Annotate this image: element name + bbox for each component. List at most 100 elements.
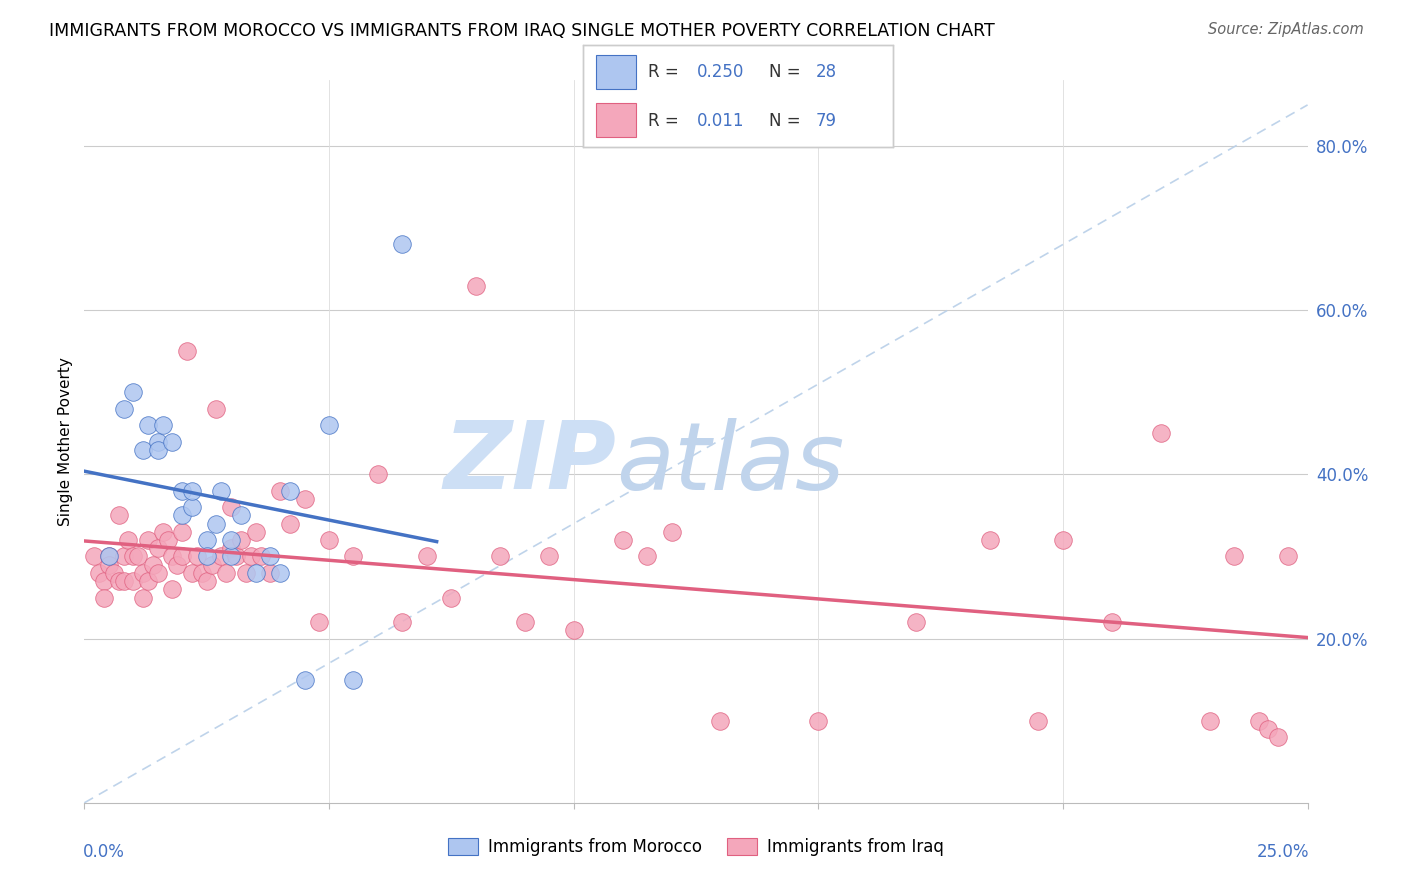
Point [391,615,413,630]
Point [1101,615,1123,630]
Point [132,591,155,605]
Point [122,574,145,588]
Point [136,533,159,547]
Point [172,483,194,498]
Point [191,566,214,580]
FancyBboxPatch shape [596,55,636,88]
Point [1150,426,1173,441]
Point [513,615,536,630]
Text: IMMIGRANTS FROM MOROCCO VS IMMIGRANTS FROM IRAQ SINGLE MOTHER POVERTY CORRELATIO: IMMIGRANTS FROM MOROCCO VS IMMIGRANTS FR… [49,22,995,40]
Point [391,237,413,252]
Point [219,500,242,515]
Point [172,508,194,523]
Text: 0.250: 0.250 [696,63,744,81]
Point [97,558,120,572]
Point [162,582,184,597]
Point [156,533,179,547]
Text: 0.011: 0.011 [696,112,744,129]
Point [97,549,120,564]
Text: R =: R = [648,63,685,81]
Point [146,566,169,580]
Point [152,418,174,433]
Point [464,278,486,293]
Point [136,574,159,588]
Point [219,549,242,564]
Point [112,401,135,416]
Point [489,549,512,564]
Point [1267,730,1289,744]
Point [807,714,830,728]
FancyBboxPatch shape [596,103,636,137]
Point [195,574,218,588]
Point [1247,714,1270,728]
Point [122,385,145,400]
Point [294,673,316,687]
Point [249,549,271,564]
Point [195,533,218,547]
Point [127,549,149,564]
Point [259,566,281,580]
Point [162,549,184,564]
Point [367,467,389,482]
Point [181,483,204,498]
Point [440,591,463,605]
Point [229,533,252,547]
Point [1277,549,1299,564]
Point [1028,714,1050,728]
Point [308,615,330,630]
Point [146,541,169,556]
Point [200,558,222,572]
Point [259,549,281,564]
Point [172,524,194,539]
Point [709,714,731,728]
Text: 28: 28 [815,63,837,81]
Point [562,624,585,638]
Text: N =: N = [769,112,806,129]
Point [245,524,267,539]
Point [107,574,129,588]
Point [235,566,257,580]
Point [1198,714,1220,728]
Point [186,549,208,564]
Point [294,491,316,506]
Point [122,549,145,564]
Point [146,434,169,449]
Point [1257,722,1279,736]
Point [245,566,267,580]
Point [209,549,232,564]
Point [146,442,169,457]
Y-axis label: Single Mother Poverty: Single Mother Poverty [58,357,73,526]
Point [219,533,242,547]
Point [636,549,658,564]
Point [905,615,928,630]
Point [176,344,198,359]
Text: 79: 79 [815,112,837,129]
Point [83,549,105,564]
Point [132,566,155,580]
Point [225,549,247,564]
Point [318,418,340,433]
Point [215,566,238,580]
Point [1052,533,1074,547]
Point [97,549,120,564]
Point [219,541,242,556]
Point [136,418,159,433]
Point [93,574,115,588]
Point [1223,549,1246,564]
Point [152,524,174,539]
Point [239,549,262,564]
Point [112,549,135,564]
Point [205,401,228,416]
Point [416,549,439,564]
Point [269,566,291,580]
Point [612,533,634,547]
Point [162,434,184,449]
Text: ZIP: ZIP [443,417,616,509]
Text: 0.0%: 0.0% [83,843,125,861]
Point [195,549,218,564]
Point [229,508,252,523]
Point [209,483,232,498]
Point [132,442,155,457]
Point [538,549,561,564]
Point [107,508,129,523]
